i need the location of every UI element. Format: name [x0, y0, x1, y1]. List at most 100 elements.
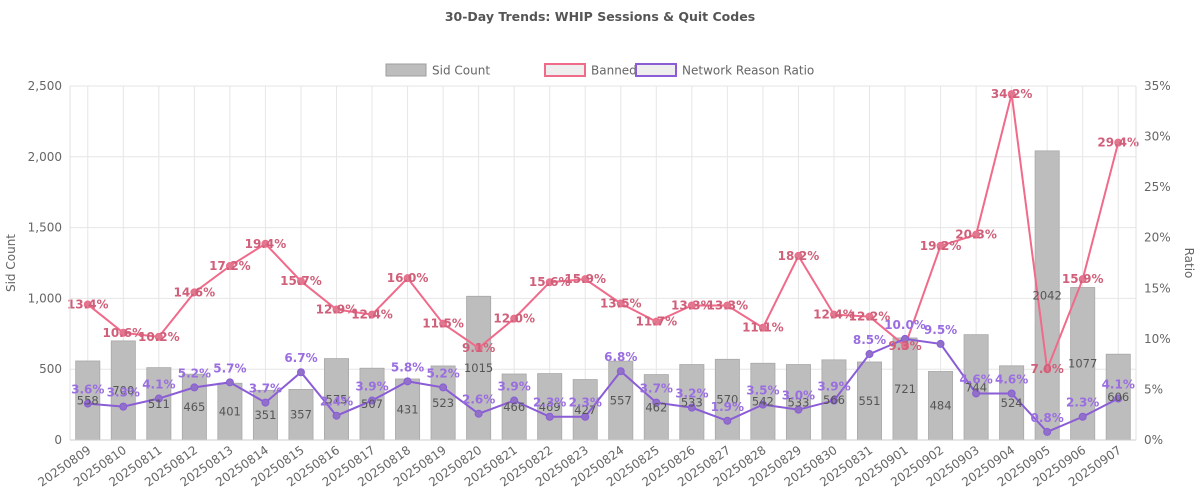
bar	[217, 382, 243, 441]
banned-ratio-point	[439, 319, 448, 328]
y2-tick-label: 0%	[1144, 433, 1163, 447]
bar	[1034, 150, 1060, 441]
banned-ratio-label: 15.6%	[529, 275, 571, 289]
network-reason-ratio-point	[1007, 389, 1016, 398]
bar-value-label: 700	[112, 383, 134, 397]
banned-ratio-point	[652, 317, 661, 326]
bar-value-label: 575	[326, 392, 348, 406]
network-reason-ratio-label: 3.7%	[640, 382, 673, 396]
bar-value-label: 558	[77, 393, 99, 407]
network-reason-ratio-point	[332, 411, 341, 420]
bar-value-label: 744	[965, 380, 987, 394]
y-axis-label: Sid Count	[4, 234, 18, 292]
bar	[857, 361, 882, 441]
bar	[501, 373, 527, 441]
network-reason-ratio-point	[296, 368, 305, 377]
banned-ratio-label: 13.3%	[671, 298, 713, 312]
network-reason-ratio-point	[1114, 394, 1123, 403]
network-reason-ratio-label: 3.9%	[498, 380, 531, 394]
network-reason-ratio-label: 5.2%	[426, 366, 459, 380]
banned-ratio-label: 15.9%	[1062, 272, 1104, 286]
y-tick-label: 500	[39, 362, 62, 376]
network-reason-ratio-label: 1.9%	[711, 400, 744, 414]
banned-ratio-point	[936, 241, 945, 250]
network-reason-ratio-label: 3.9%	[355, 380, 388, 394]
bar-value-label: 351	[254, 408, 276, 422]
y-tick-label: 2,000	[28, 150, 62, 164]
line-series	[83, 90, 1123, 436]
bar-value-label: 357	[290, 408, 312, 422]
network-reason-ratio-point	[972, 389, 981, 398]
banned-ratio-label: 18.2%	[778, 249, 820, 263]
bar-value-label: 462	[645, 400, 667, 414]
banned-ratio-point	[758, 323, 767, 332]
banned-ratio-point	[190, 288, 199, 297]
bar-value-label: 524	[1001, 396, 1023, 410]
bar-value-label: 606	[1107, 390, 1129, 404]
bar-value-label: 507	[361, 397, 383, 411]
banned-ratio-point	[225, 262, 234, 271]
legend: Sid Count Banned Ratio Network Reason Ra…	[385, 63, 814, 78]
legend-swatch-banned-ratio	[544, 63, 586, 77]
network-reason-ratio-label: 0.8%	[1031, 411, 1064, 425]
network-reason-ratio-line	[87, 337, 1119, 434]
banned-ratio-point	[723, 301, 732, 310]
bar	[714, 358, 740, 441]
network-reason-ratio-point	[474, 409, 483, 418]
bar-value-label: 570	[716, 393, 738, 407]
banned-ratio-label: 11.1%	[742, 321, 784, 335]
network-reason-ratio-point	[403, 377, 412, 386]
banned-ratio-label: 29.4%	[1097, 136, 1139, 150]
network-reason-ratio-label: 3.2%	[675, 387, 708, 401]
banned-ratio-label: 17.2%	[209, 259, 251, 273]
bar-value-label: 427	[574, 403, 596, 417]
bar-value-label: 401	[219, 405, 241, 419]
y-tick-label: 1,500	[28, 221, 62, 235]
bar	[785, 364, 811, 441]
y2-tick-label: 5%	[1144, 382, 1163, 396]
network-reason-ratio-label: 6.8%	[604, 350, 637, 364]
network-reason-ratio-label: 10.0%	[884, 318, 926, 332]
banned-ratio-label: 12.4%	[813, 308, 855, 322]
banned-ratio-label: 13.5%	[600, 296, 642, 310]
banned-ratio-point	[83, 300, 92, 309]
legend-swatch-network-reason-ratio	[635, 63, 677, 77]
network-reason-ratio-point	[652, 398, 661, 407]
y-tick-label: 0	[54, 433, 62, 447]
bar-value-label: 484	[930, 399, 952, 413]
bar	[288, 389, 314, 441]
bar	[395, 378, 421, 441]
network-reason-ratio-point	[581, 412, 590, 421]
bar-value-label: 523	[432, 396, 454, 410]
y2-axis-label: Ratio	[1182, 248, 1196, 279]
banned-ratio-label: 14.6%	[174, 285, 216, 299]
banned-ratio-point	[865, 312, 874, 321]
banned-ratio-label: 9.1%	[462, 341, 495, 355]
banned-ratio-label: 12.0%	[493, 312, 535, 326]
data-labels: 558 700 511 465 401 351 357 575 507 431 523 1015 466…	[67, 87, 1139, 425]
banned-ratio-label: 16.0%	[387, 271, 429, 285]
banned-ratio-point	[687, 301, 696, 310]
banned-ratio-point	[474, 343, 483, 352]
y-tick-label: 1,000	[28, 291, 62, 305]
network-reason-ratio-point	[545, 412, 554, 421]
network-reason-ratio-point	[1078, 412, 1087, 421]
network-reason-ratio-label: 2.3%	[533, 396, 566, 410]
network-reason-ratio-point	[723, 416, 732, 425]
network-reason-ratio-label: 4.1%	[1102, 378, 1135, 392]
banned-ratio-label: 15.9%	[564, 272, 606, 286]
bar-value-label: 511	[148, 397, 170, 411]
network-reason-ratio-point	[901, 334, 910, 343]
bar	[430, 365, 456, 441]
network-reason-ratio-label: 4.6%	[995, 372, 1028, 386]
network-reason-ratio-point	[1043, 427, 1052, 436]
banned-ratio-label: 9.3%	[888, 339, 921, 353]
network-reason-ratio-label: 5.8%	[391, 360, 424, 374]
bar	[892, 337, 918, 441]
bar-value-label: 431	[397, 402, 419, 416]
bar-value-label: 542	[752, 395, 774, 409]
network-reason-ratio-label: 2.3%	[569, 396, 602, 410]
banned-ratio-point	[616, 299, 625, 308]
banned-ratio-point	[1007, 90, 1016, 99]
